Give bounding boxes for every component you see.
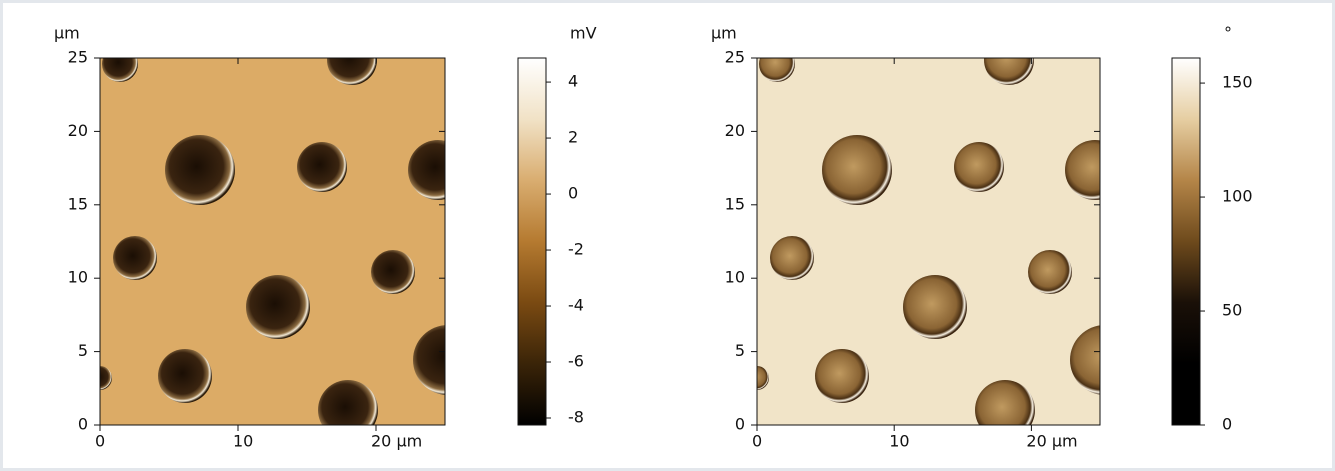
y-tick-label: 0 <box>735 415 745 434</box>
y-tick-label: 20 <box>68 121 88 140</box>
x-tick-label: 10 <box>233 432 253 451</box>
colorbar-tick-label: 150 <box>1222 73 1253 92</box>
y-tick-label: 5 <box>78 341 88 360</box>
x-tick-label: 0 <box>95 432 105 451</box>
colorbar-unit: mV <box>570 24 597 43</box>
colorbar-tick-label: 100 <box>1222 187 1253 206</box>
colorbar-tick-label: 0 <box>1222 415 1232 434</box>
y-tick-label: 15 <box>725 194 745 213</box>
y-tick-label: 25 <box>725 48 745 67</box>
y-tick-label: 5 <box>735 341 745 360</box>
y-tick-label: 20 <box>725 121 745 140</box>
colorbar-tick-label: -4 <box>568 296 584 315</box>
x-tick-label: 10 <box>889 432 909 451</box>
y-tick-label: 10 <box>725 268 745 287</box>
colorbar-tick-label: 4 <box>568 72 578 91</box>
image-border <box>99 57 446 426</box>
x-tick-label: 20 µm <box>371 432 422 451</box>
y-unit: µm <box>54 24 80 43</box>
colorbar-unit: ° <box>1224 24 1232 43</box>
afm-image <box>100 58 445 425</box>
colorbar-tick-label: 2 <box>568 128 578 147</box>
image-background <box>100 58 445 425</box>
colorbar-tick-label: -6 <box>568 352 584 371</box>
colorbar-tick-label: -2 <box>568 240 584 259</box>
y-tick-label: 25 <box>68 48 88 67</box>
x-tick-label: 20 µm <box>1026 432 1077 451</box>
y-unit: µm <box>711 24 737 43</box>
colorbar <box>517 57 547 426</box>
y-tick-label: 10 <box>68 268 88 287</box>
image-border <box>756 57 1101 426</box>
colorbar-tick-label: -8 <box>568 408 584 427</box>
y-tick-label: 0 <box>78 415 88 434</box>
colorbar-tick-label: 0 <box>568 184 578 203</box>
y-tick-label: 15 <box>68 194 88 213</box>
image-background <box>757 58 1100 425</box>
afm-image <box>757 58 1100 425</box>
colorbar-tick-label: 50 <box>1222 301 1242 320</box>
colorbar <box>1171 57 1201 426</box>
x-tick-label: 0 <box>752 432 762 451</box>
